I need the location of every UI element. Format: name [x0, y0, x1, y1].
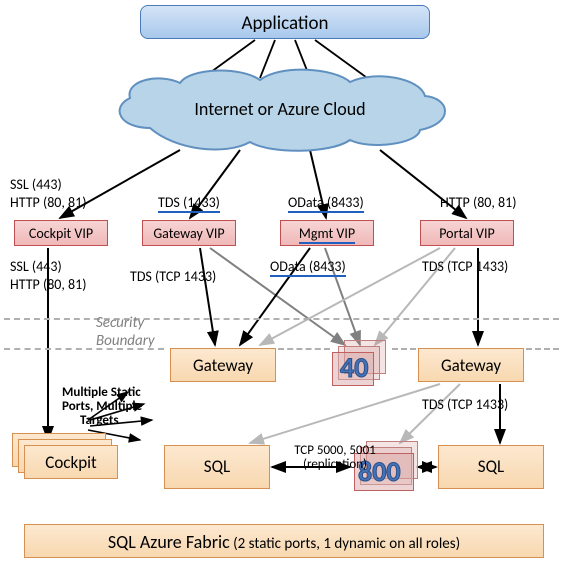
application-label: Application [241, 12, 328, 35]
portal-vip-label: Portal VIP [439, 225, 495, 242]
mgmt-vip-node: Mgmt VIP [280, 220, 374, 246]
security-boundary-label: Security Boundary [96, 314, 155, 350]
label-odata8433-mid: OData (8433) [270, 258, 346, 275]
mgmt-vip-label: Mgmt VIP [299, 225, 355, 242]
gateway2-label: Gateway [441, 355, 501, 376]
gateway1-node: Gateway [170, 348, 276, 382]
fabric-label2: (2 static ports, 1 dynamic on all roles) [230, 535, 460, 553]
label-tds-tcp1433-b: TDS (TCP 1433) [422, 258, 508, 275]
dash-line-1 [4, 318, 559, 320]
sql2-node: SQL [438, 445, 544, 489]
dash-line-3 [278, 348, 330, 350]
label-tds1433-top: TDS (1433) [158, 194, 220, 211]
cockpit-vip-node: Cockpit VIP [14, 220, 108, 246]
cloud-node: Internet or Azure Cloud [100, 68, 460, 154]
cockpit-label: Cockpit [45, 452, 96, 473]
sql1-node: SQL [164, 445, 270, 489]
dash-line-5 [526, 348, 559, 350]
gateway-vip-node: Gateway VIP [142, 220, 236, 246]
label-http8081-top: HTTP (80, 81) [10, 194, 87, 211]
gateway-vip-label: Gateway VIP [153, 225, 224, 242]
application-node: Application [140, 5, 430, 39]
fabric-label: SQL Azure Fabric [108, 531, 230, 553]
label-tds-tcp1433-a: TDS (TCP 1433) [130, 268, 216, 285]
label-ssl443-mid: SSL (443) [10, 258, 62, 275]
cloud-label: Internet or Azure Cloud [100, 98, 460, 120]
cockpit-node: Cockpit [24, 445, 118, 479]
label-http8081-mid: HTTP (80, 81) [10, 276, 87, 293]
label-tds-tcp1433-c: TDS (TCP 1433) [422, 396, 508, 413]
cockpit-vip-label: Cockpit VIP [29, 225, 93, 242]
gateway2-node: Gateway [418, 348, 524, 382]
multi-ports-label: Multiple Static Ports, Multiple Targets [62, 386, 142, 428]
sql1-label: SQL [204, 456, 230, 477]
sql2-label: SQL [478, 456, 504, 477]
fabric-node: SQL Azure Fabric (2 static ports, 1 dyna… [24, 524, 544, 558]
label-ssl443-top: SSL (443) [10, 176, 62, 193]
dash-line-4 [392, 348, 416, 350]
gateway1-label: Gateway [193, 355, 253, 376]
label-http8081-right: HTTP (80, 81) [440, 194, 517, 211]
num40-label: 40 [340, 350, 368, 385]
replication-label: TCP 5000, 5001 (replication) [290, 444, 380, 472]
label-odata8433-top: OData (8433) [288, 194, 364, 211]
portal-vip-node: Portal VIP [420, 220, 514, 246]
